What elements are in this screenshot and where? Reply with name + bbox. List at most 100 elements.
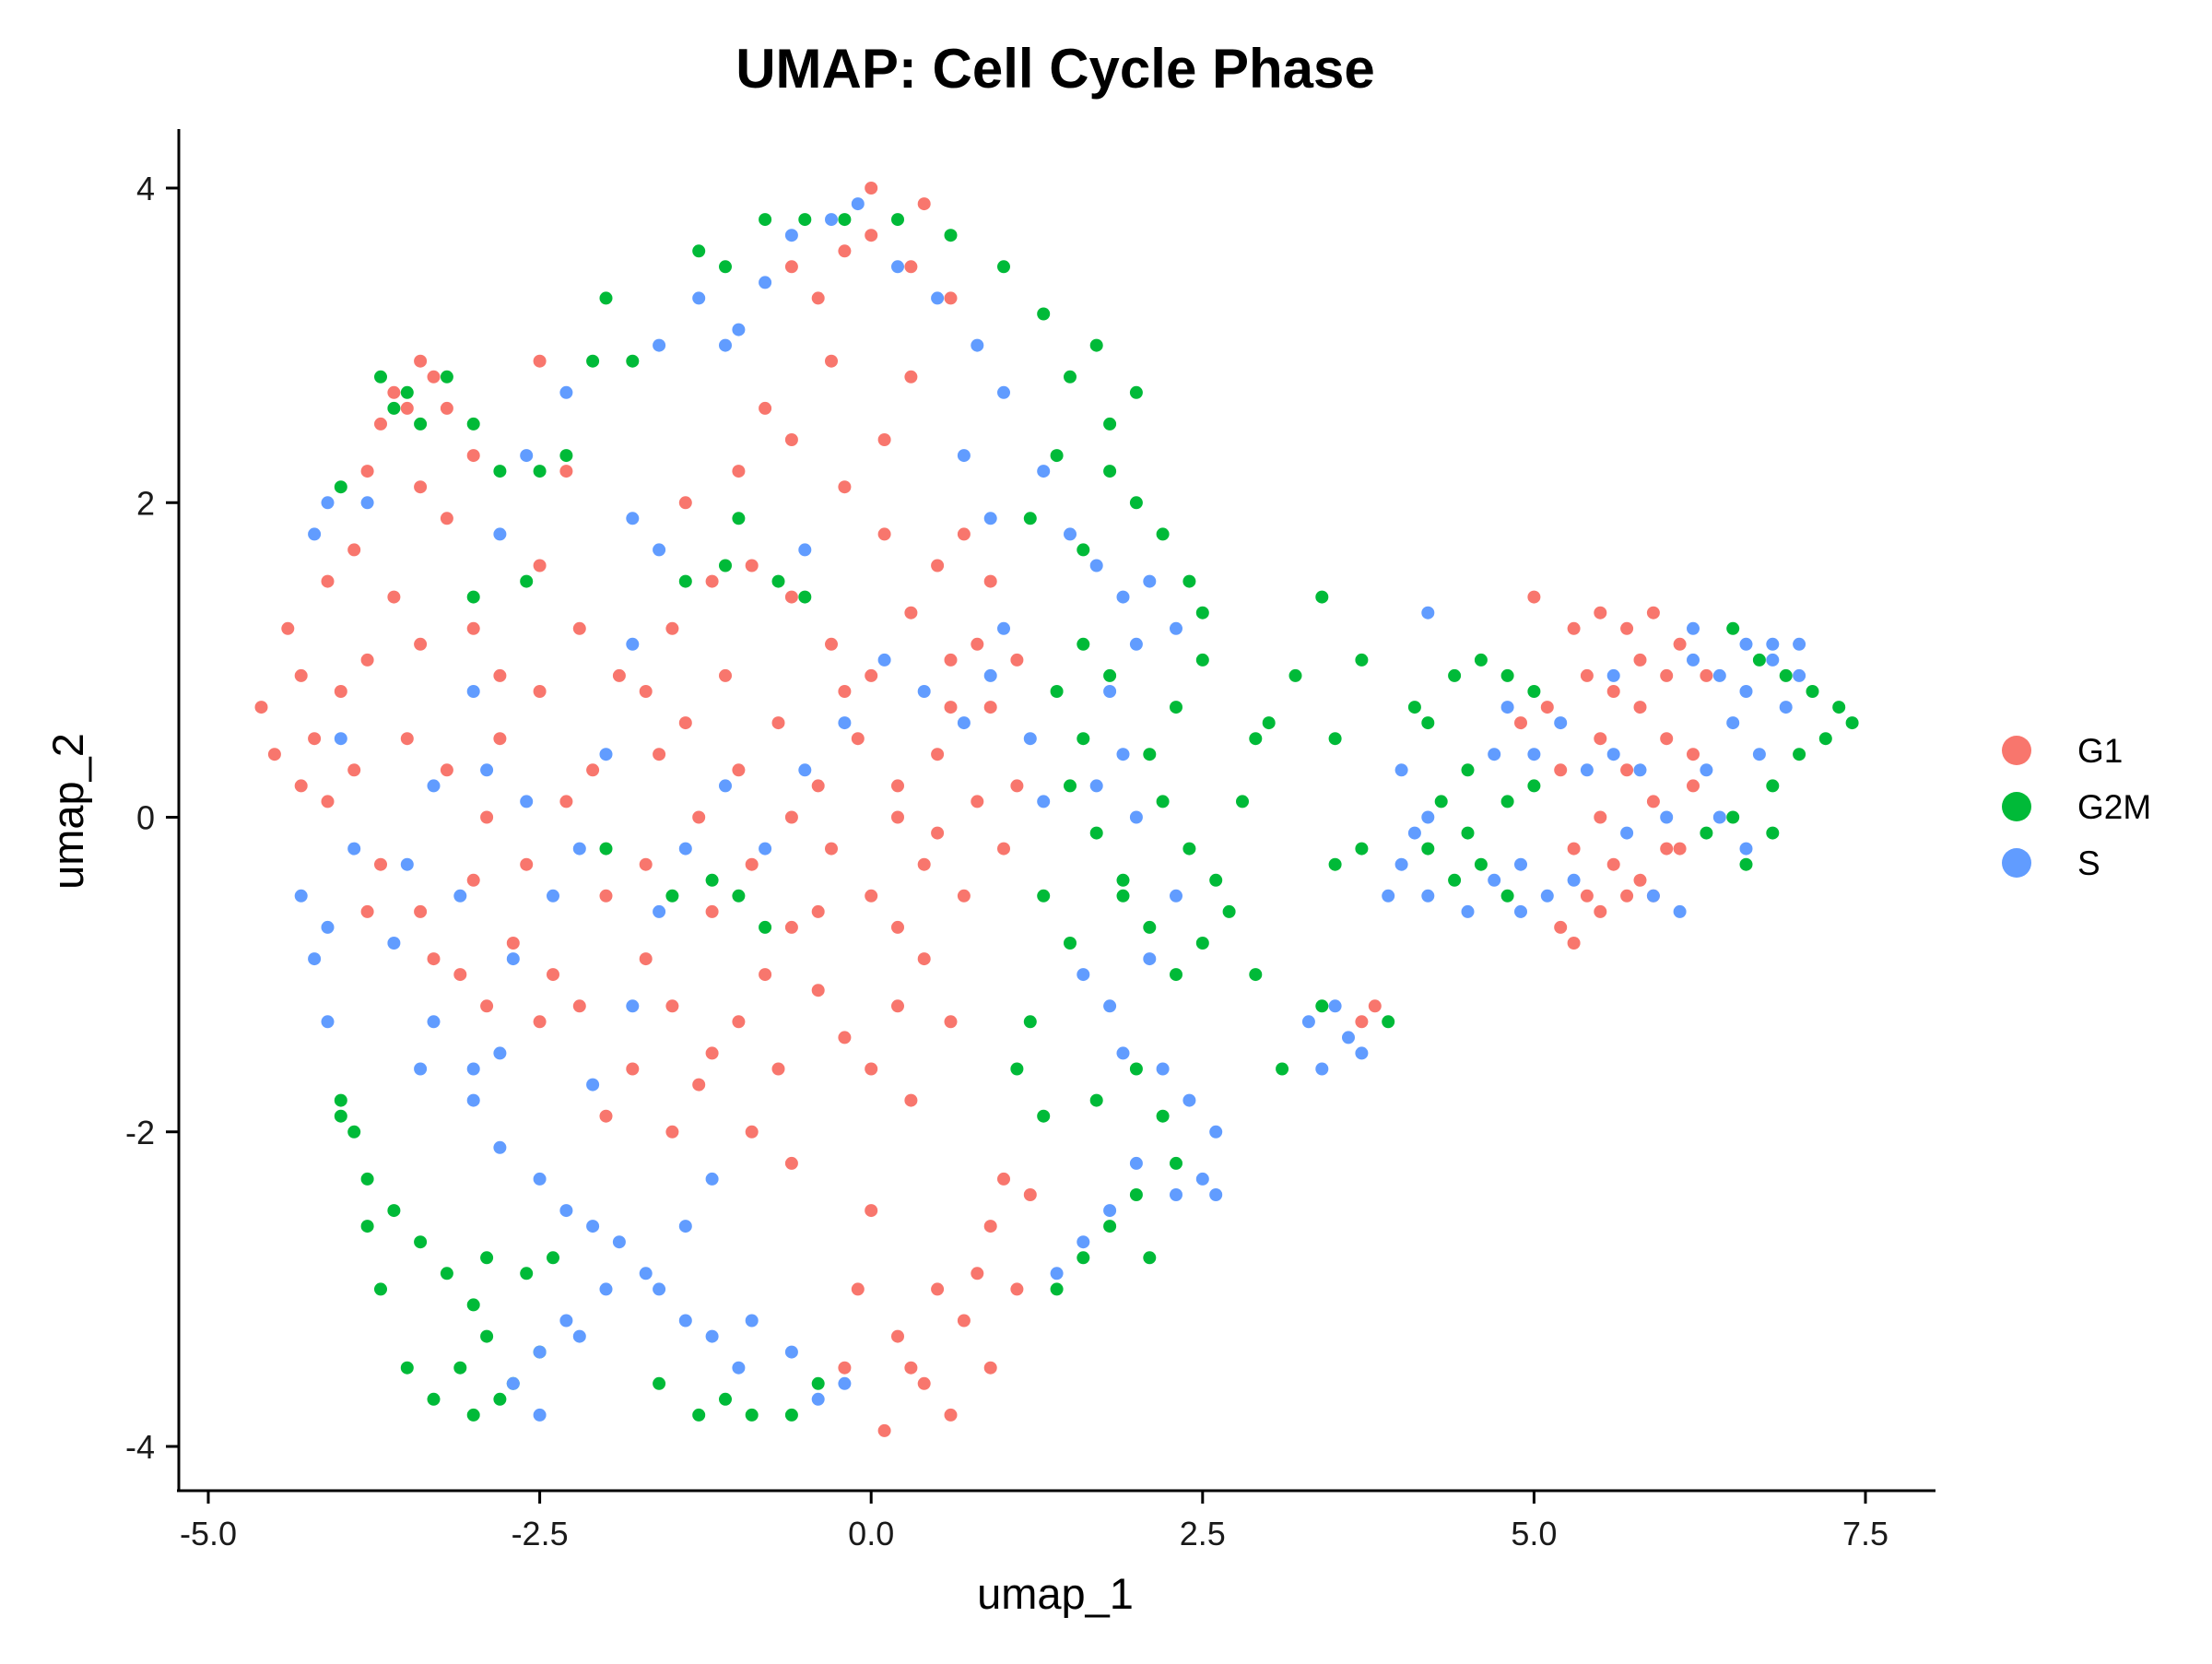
point-g1	[453, 968, 467, 982]
point-s	[1752, 748, 1766, 761]
x-tick-label: 5.0	[1511, 1515, 1557, 1552]
point-g1	[784, 920, 798, 934]
point-s	[719, 338, 732, 352]
point-g1	[639, 857, 653, 871]
point-s	[957, 449, 971, 463]
legend-item-g2m: G2M	[2002, 788, 2151, 826]
point-g2m	[1129, 1062, 1143, 1076]
point-s	[1129, 637, 1143, 651]
point-s	[1540, 889, 1554, 903]
point-g2m	[533, 465, 547, 478]
point-g1	[1606, 685, 1620, 698]
point-g2m	[387, 1204, 401, 1218]
point-g1	[440, 512, 453, 525]
point-g1	[692, 1078, 706, 1092]
point-s	[1023, 732, 1037, 746]
point-g2m	[586, 354, 600, 368]
legend-label: S	[2077, 844, 2100, 882]
point-s	[1606, 748, 1620, 761]
point-g1	[891, 779, 904, 793]
y-tick-label: -4	[125, 1428, 155, 1466]
point-g1	[440, 763, 453, 777]
legend: G1 G2M S	[2002, 732, 2151, 882]
point-g1	[931, 559, 945, 572]
point-s	[520, 449, 534, 463]
point-g1	[931, 1282, 945, 1296]
point-g2m	[414, 1235, 428, 1249]
point-g1	[360, 653, 374, 667]
point-s	[1606, 668, 1620, 682]
point-g1	[931, 748, 945, 761]
point-s	[1739, 637, 1753, 651]
point-s	[547, 889, 559, 903]
point-g2m	[798, 213, 812, 227]
point-s	[559, 385, 573, 399]
point-g2m	[414, 417, 428, 431]
point-g1	[1700, 668, 1713, 682]
point-g1	[480, 810, 494, 824]
point-g1	[533, 354, 547, 368]
point-g2m	[1143, 920, 1157, 934]
point-g1	[983, 1220, 997, 1233]
point-g1	[533, 1015, 547, 1029]
point-g1	[572, 999, 586, 1013]
point-g2m	[1170, 1156, 1182, 1170]
point-g1	[678, 496, 692, 510]
point-s	[1209, 1188, 1223, 1201]
point-g1	[1567, 621, 1581, 635]
point-s	[1064, 527, 1077, 541]
point-s	[321, 920, 335, 934]
point-g1	[626, 1062, 640, 1076]
points-layer	[254, 182, 1859, 1437]
point-g2m	[944, 229, 958, 242]
point-g1	[665, 999, 679, 1013]
point-s	[1143, 952, 1157, 966]
point-s	[334, 732, 347, 746]
x-tick-label: -2.5	[512, 1515, 569, 1552]
point-g2m	[1182, 574, 1196, 588]
point-g2m	[1182, 842, 1196, 856]
point-s	[321, 1015, 335, 1029]
point-g2m	[1103, 417, 1117, 431]
point-s	[1739, 842, 1753, 856]
point-g1	[771, 1062, 785, 1076]
point-g1	[811, 904, 825, 918]
point-s	[891, 260, 904, 274]
point-s	[1050, 1267, 1064, 1280]
point-g1	[705, 574, 719, 588]
point-g2m	[653, 1376, 666, 1390]
point-s	[798, 543, 812, 557]
point-g2m	[374, 370, 387, 384]
point-g2m	[1116, 873, 1130, 887]
point-g1	[944, 1015, 958, 1029]
y-tick-label: -2	[125, 1114, 155, 1151]
point-g1	[1527, 590, 1541, 604]
y-tick-label: 2	[136, 484, 155, 522]
point-s	[599, 1282, 613, 1296]
point-s	[957, 716, 971, 730]
point-g2m	[1276, 1062, 1289, 1076]
point-s	[1103, 999, 1117, 1013]
x-axis-ticks: -5.0 -2.5 0.0 2.5 5.0 7.5	[180, 1491, 1888, 1552]
point-g2m	[759, 920, 772, 934]
point-g2m	[1382, 1015, 1395, 1029]
point-s	[506, 952, 520, 966]
point-g2m	[599, 291, 613, 305]
point-g2m	[1818, 732, 1832, 746]
point-g2m	[1315, 590, 1329, 604]
point-g1	[825, 637, 838, 651]
point-s	[506, 1376, 520, 1390]
point-g1	[891, 810, 904, 824]
point-g1	[347, 763, 361, 777]
x-tick-label: -5.0	[180, 1515, 237, 1552]
point-g1	[904, 1093, 918, 1107]
point-g1	[414, 637, 428, 651]
point-g1	[1620, 889, 1634, 903]
point-g1	[904, 260, 918, 274]
point-g2m	[1156, 527, 1170, 541]
point-g1	[308, 732, 322, 746]
point-g2m	[1037, 1109, 1051, 1123]
point-s	[466, 685, 480, 698]
legend-swatch	[2002, 848, 2031, 878]
